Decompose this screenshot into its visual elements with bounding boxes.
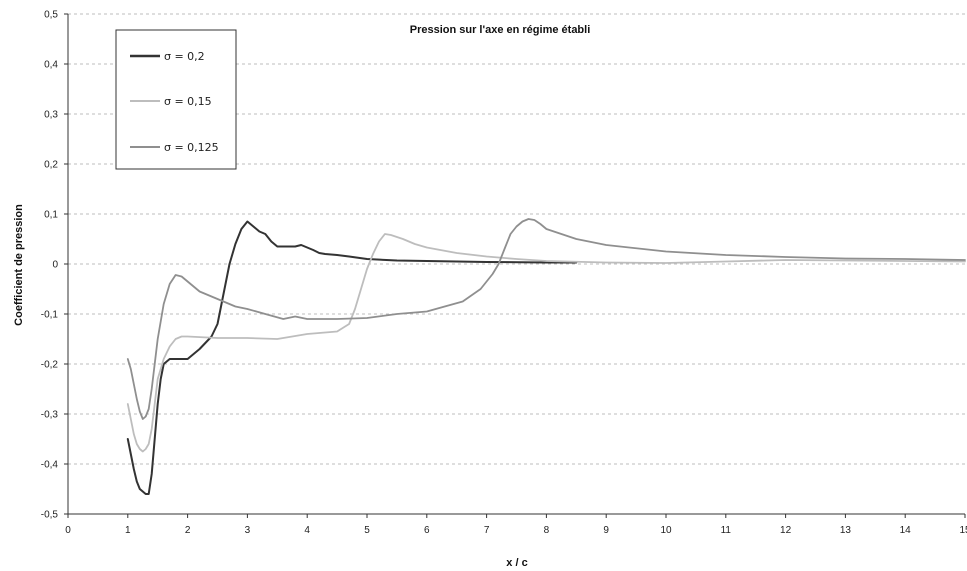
x-tick-label: 14 — [900, 525, 912, 536]
series-line-2 — [126, 233, 966, 453]
x-tick-label: 4 — [304, 525, 310, 536]
x-tick-label: 8 — [544, 525, 550, 536]
legend-entry-label: σ = 0,125 — [164, 141, 219, 154]
legend-box — [115, 29, 237, 170]
x-tick-label: 3 — [245, 525, 251, 536]
x-tick-label: 15 — [959, 525, 967, 536]
x-tick-label: 12 — [780, 525, 792, 536]
x-tick-label: 0 — [65, 525, 71, 536]
y-tick-label: 0,3 — [44, 110, 58, 121]
x-tick-label: 5 — [364, 525, 370, 536]
series-lines — [126, 218, 966, 495]
x-tick-label: 1 — [125, 525, 131, 536]
y-tick-label: -0,1 — [41, 310, 59, 321]
x-tick-label: 2 — [185, 525, 191, 536]
y-axis-ticks: -0,5 -0,4 -0,3 -0,2 -0,1 0 0,1 0,2 0,3 0,4 0,5 — [41, 10, 68, 521]
y-tick-label: -0,3 — [41, 410, 59, 421]
y-axis-label: Coefficient de pression — [13, 204, 25, 326]
x-tick-label: 9 — [603, 525, 609, 536]
series-line-1 — [126, 220, 578, 495]
x-tick-label: 10 — [660, 525, 672, 536]
y-tick-label: -0,2 — [41, 360, 59, 371]
legend: σ = 0,2 σ = 0,15 σ = 0,125 — [115, 29, 237, 170]
x-tick-label: 7 — [484, 525, 490, 536]
x-axis-ticks: 0123456789101112131415 — [65, 514, 967, 536]
y-tick-label: 0,5 — [44, 10, 58, 21]
y-tick-label: -0,5 — [41, 510, 59, 521]
x-tick-label: 11 — [721, 525, 732, 536]
y-tick-label: 0 — [52, 260, 58, 271]
y-tick-label: 0,4 — [44, 60, 58, 71]
legend-entry-label: σ = 0,2 — [164, 50, 205, 63]
y-tick-label: 0,1 — [44, 210, 58, 221]
chart-title: Pression sur l'axe en régime établi — [410, 24, 591, 36]
x-tick-label: 13 — [840, 525, 852, 536]
x-axis-label: x / c — [506, 557, 527, 569]
series-line-3 — [126, 218, 966, 420]
y-tick-label: 0,2 — [44, 160, 58, 171]
x-tick-label: 6 — [424, 525, 430, 536]
y-tick-label: -0,4 — [41, 460, 59, 471]
legend-entry-label: σ = 0,15 — [164, 95, 212, 108]
